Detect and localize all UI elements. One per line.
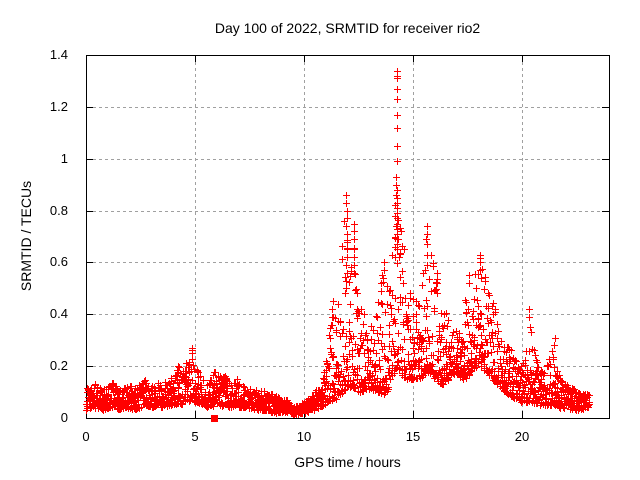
- y-tick-label: 1.2: [49, 99, 68, 114]
- x-tick-label: 0: [82, 429, 90, 444]
- x-tick-label: 20: [514, 429, 530, 444]
- y-tick-label: 0.6: [49, 254, 68, 269]
- x-tick-label: 5: [191, 429, 199, 444]
- x-axis-label: GPS time / hours: [294, 454, 401, 470]
- axis-ticks: [86, 55, 609, 419]
- x-tick-label: 15: [405, 429, 421, 444]
- flagged-point-square: [211, 415, 218, 422]
- y-tick-label: 0.4: [49, 306, 68, 321]
- y-tick-label: 0.2: [49, 358, 68, 373]
- y-tick-label: 0.8: [49, 203, 68, 218]
- data-points: [83, 68, 593, 418]
- y-axis-label: SRMTID / TECUs: [18, 180, 34, 292]
- x-tick-label: 10: [296, 429, 312, 444]
- y-tick-label: 1.4: [49, 47, 68, 62]
- chart-title: Day 100 of 2022, SRMTID for receiver rio…: [214, 20, 481, 36]
- plot-frame: [86, 55, 610, 419]
- y-tick-label: 1: [60, 151, 68, 166]
- y-tick-label: 0: [60, 410, 68, 425]
